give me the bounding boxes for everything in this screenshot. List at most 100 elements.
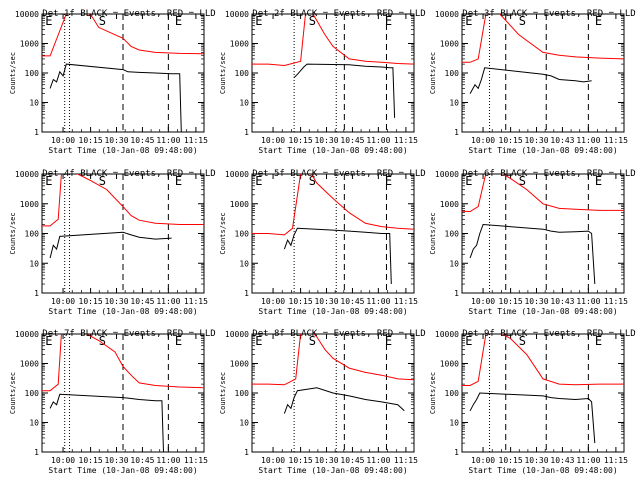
chart-panel: 1 10 100 1000 10000 10:00 10:15 10:30 10:43 11:00…	[429, 329, 636, 475]
y-tick-label: 10	[29, 259, 39, 268]
x-tick-label: 10:30	[314, 136, 338, 145]
x-tick-label: 10:15	[499, 456, 523, 465]
x-tick-label: 10:30	[314, 456, 338, 465]
chart-panel: 1 10 100 1000 10000 10:00 10:15 10:30 10:45 11:00…	[9, 169, 216, 316]
x-tick-label: 10:15	[289, 136, 313, 145]
x-tick-label: 10:00	[51, 297, 75, 306]
marker-label: E	[255, 174, 262, 188]
x-tick-label: 10:00	[261, 456, 285, 465]
x-tick-label: 11:15	[394, 456, 418, 465]
x-tick-label: 10:30	[314, 297, 338, 306]
series-line	[252, 174, 414, 236]
y-tick-label: 1000	[440, 200, 459, 209]
y-tick-label: 1	[244, 289, 249, 298]
marker-label: S	[519, 334, 526, 348]
marker-label: E	[465, 14, 472, 28]
y-tick-label: 1	[454, 289, 459, 298]
series-line	[42, 174, 204, 227]
marker-label: S	[99, 14, 106, 28]
marker-label: E	[385, 334, 392, 348]
x-tick-label: 11:00	[576, 297, 600, 306]
marker-label: E	[465, 174, 472, 188]
x-tick-label: 10:43	[550, 136, 574, 145]
x-tick-label: 11:15	[184, 136, 208, 145]
series-line	[469, 67, 592, 94]
x-tick-label: 10:43	[550, 456, 574, 465]
x-tick-label: 10:00	[261, 297, 285, 306]
x-tick-label: 11:15	[604, 297, 628, 306]
x-tick-label: 10:30	[524, 136, 548, 145]
y-tick-label: 1	[34, 128, 39, 137]
marker-label: E	[385, 174, 392, 188]
y-tick-label: 10	[29, 419, 39, 428]
x-tick-label: 11:00	[156, 456, 180, 465]
plot-frame	[461, 173, 625, 294]
chart-panel: 1 10 100 1000 10000 10:00 10:15 10:30 10:43 11:00…	[429, 9, 636, 155]
series-line	[283, 227, 392, 285]
y-tick-label: 10000	[225, 170, 249, 179]
y-tick-label: 100	[25, 389, 40, 398]
y-axis-label: Counts/sec	[219, 372, 227, 414]
y-tick-label: 10000	[225, 330, 249, 339]
x-tick-label: 10:30	[524, 297, 548, 306]
series-line	[293, 63, 396, 118]
y-tick-label: 10	[449, 99, 459, 108]
y-tick-label: 10	[239, 419, 249, 428]
marker-label: S	[309, 334, 316, 348]
y-tick-label: 10	[239, 259, 249, 268]
x-tick-label: 11:15	[604, 456, 628, 465]
y-tick-label: 100	[445, 389, 460, 398]
y-tick-label: 10000	[15, 10, 39, 19]
marker-label: E	[255, 334, 262, 348]
x-tick-label: 10:45	[130, 297, 154, 306]
chart-panel: 1 10 100 1000 10000 10:00 10:15 10:30 10:45 11:00…	[9, 329, 216, 475]
x-tick-label: 10:15	[79, 297, 103, 306]
x-tick-label: 10:45	[130, 136, 154, 145]
y-tick-label: 1000	[230, 200, 249, 209]
y-tick-label: 10	[239, 99, 249, 108]
x-tick-label: 10:45	[340, 297, 364, 306]
chart-panel: 1 10 100 1000 10000 10:00 10:15 10:30 10:43 11:00…	[429, 169, 636, 316]
x-axis-label: Start Time (10-Jan-08 09:48:00)	[258, 466, 407, 475]
y-axis-label: Counts/sec	[9, 372, 17, 414]
x-tick-label: 10:30	[104, 136, 128, 145]
y-tick-label: 1	[454, 448, 459, 457]
series-line	[462, 174, 624, 213]
x-tick-label: 10:45	[340, 456, 364, 465]
x-axis-label: Start Time (10-Jan-08 09:48:00)	[468, 146, 617, 155]
marker-label: E	[255, 14, 262, 28]
x-tick-label: 10:00	[471, 297, 495, 306]
x-tick-label: 11:15	[184, 297, 208, 306]
x-tick-label: 10:30	[104, 456, 128, 465]
series-line	[462, 14, 624, 63]
y-tick-label: 1000	[440, 360, 459, 369]
y-axis-label: Counts/sec	[219, 212, 227, 254]
x-tick-label: 10:45	[340, 136, 364, 145]
x-tick-label: 10:43	[550, 297, 574, 306]
x-axis-label: Start Time (10-Jan-08 09:48:00)	[468, 307, 617, 316]
series-line	[252, 334, 414, 386]
marker-label: S	[99, 334, 106, 348]
x-tick-label: 10:15	[499, 136, 523, 145]
panel-title: Det 7f BLACK = Events, RED = LLD	[42, 329, 215, 339]
x-tick-label: 10:45	[130, 456, 154, 465]
y-axis-label: Counts/sec	[9, 52, 17, 94]
panel-title: Det 2f BLACK = Events, RED = LLD	[252, 9, 425, 19]
x-tick-label: 10:15	[79, 136, 103, 145]
y-tick-label: 1000	[20, 360, 39, 369]
x-tick-label: 11:00	[366, 297, 390, 306]
y-tick-label: 100	[445, 230, 460, 239]
y-axis-label: Counts/sec	[429, 372, 437, 414]
chart-panel: 1 10 100 1000 10000 10:00 10:15 10:30 10:45 11:00…	[219, 169, 426, 316]
series-line	[469, 392, 596, 444]
x-tick-label: 11:15	[394, 297, 418, 306]
y-tick-label: 100	[235, 69, 250, 78]
x-tick-label: 10:15	[289, 456, 313, 465]
marker-label: E	[465, 334, 472, 348]
marker-label: E	[45, 174, 52, 188]
series-line	[49, 231, 172, 259]
x-tick-label: 11:15	[394, 136, 418, 145]
y-tick-label: 100	[235, 230, 250, 239]
x-axis-label: Start Time (10-Jan-08 09:48:00)	[48, 466, 197, 475]
panel-title: Det 5f BLACK = Events, RED = LLD	[252, 169, 425, 179]
